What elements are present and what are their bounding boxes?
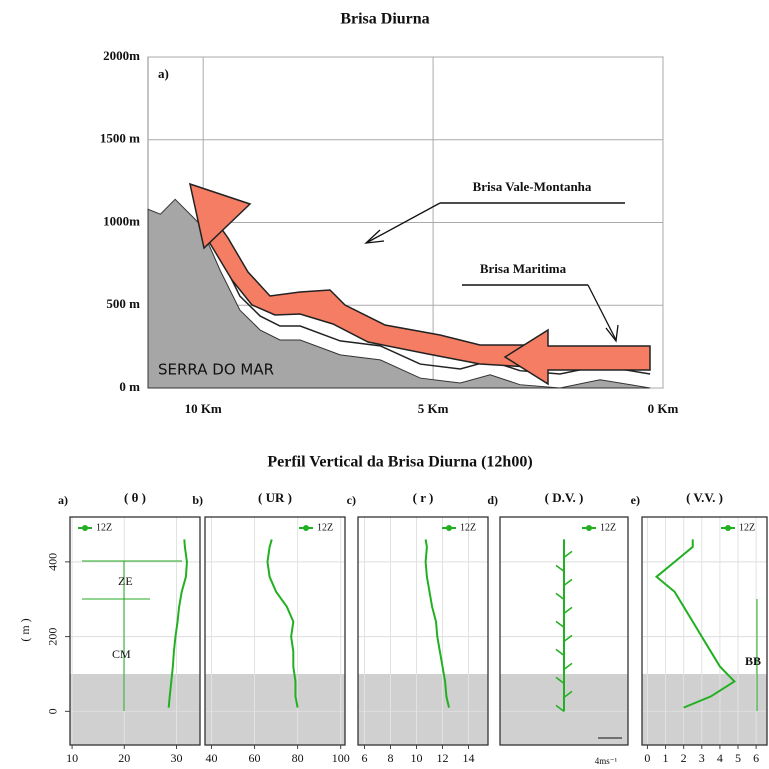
wind-barb	[563, 578, 573, 586]
panel-border	[641, 516, 768, 746]
profile-line	[266, 539, 299, 708]
x-tick-label: 5 Km	[418, 401, 449, 416]
x-tick-label: 14	[463, 751, 475, 765]
x-tick-label: 4	[717, 751, 723, 765]
annotation-arrow	[587, 284, 617, 341]
x-tick-label: 0	[644, 751, 650, 765]
air-boundary	[219, 256, 651, 375]
wind-barb	[555, 592, 565, 600]
panel-border	[499, 516, 629, 746]
x-tick-label: 80	[292, 751, 304, 765]
panel-label: a)	[158, 66, 169, 81]
wind-barb	[555, 676, 565, 684]
x-tick-label: 10 Km	[185, 401, 222, 416]
legend-label: 12Z	[317, 522, 333, 533]
profile-line	[167, 539, 188, 708]
x-tick-label: 40	[205, 751, 217, 765]
x-tick-label: 1	[663, 751, 669, 765]
y-tick-label: 200	[46, 628, 60, 646]
x-tick-label: 30	[171, 751, 183, 765]
x-tick-label: 10	[411, 751, 423, 765]
legend-label: 12Z	[600, 522, 616, 533]
x-tick-label: 5	[735, 751, 741, 765]
annotation: 4ms⁻¹	[595, 756, 618, 766]
panel-subtitle: ( V.V. )	[686, 490, 723, 505]
panel-label: d)	[487, 493, 498, 507]
shade	[205, 673, 345, 745]
wind-barb	[563, 550, 573, 558]
panel-label: b)	[192, 493, 203, 507]
annotation-arrow	[367, 202, 441, 243]
x-tick-label: 6	[753, 751, 759, 765]
panel-label: a)	[58, 493, 68, 507]
wind-barb	[563, 606, 573, 614]
y-tick-label: 1500 m	[100, 131, 140, 146]
overlay-layer: Brisa Diurna a) SERRA DO MAR Brisa Vale-…	[18, 11, 761, 766]
panel-subtitle: ( r )	[413, 490, 434, 505]
x-tick-label: 20	[118, 751, 130, 765]
wind-barb	[563, 690, 573, 698]
x-tick-label: 12	[437, 751, 449, 765]
terrain-label: SERRA DO MAR	[158, 361, 274, 379]
annotation-arrowhead	[605, 324, 619, 343]
wind-barb	[555, 620, 565, 628]
wind-barb	[563, 662, 573, 670]
legend-label: 12Z	[460, 522, 476, 533]
profile-line	[654, 539, 736, 709]
legend-marker	[446, 525, 452, 531]
x-tick-label: 0 Km	[648, 401, 679, 416]
panel-subtitle: ( D.V. )	[545, 490, 584, 505]
profile-line	[424, 539, 450, 708]
panel-border	[204, 516, 346, 746]
legend-marker	[725, 525, 731, 531]
y-tick-label: 400	[46, 553, 60, 571]
y-tick-label: 0 m	[119, 379, 140, 394]
x-tick-label: 10	[66, 751, 78, 765]
y-tick-label: 1000m	[103, 213, 140, 228]
panel-subtitle: ( θ )	[124, 490, 146, 505]
shade	[70, 673, 200, 745]
terrain-area	[147, 198, 651, 389]
annotation: ZE	[118, 574, 133, 588]
panel-subtitle: ( UR )	[258, 490, 292, 505]
wind-barb	[555, 704, 565, 712]
panel-border	[69, 516, 201, 746]
y-tick-label: 2000m	[103, 48, 140, 63]
legend-label: 12Z	[739, 522, 755, 533]
legend-marker	[586, 525, 592, 531]
y-tick-label: 0	[46, 708, 60, 714]
panel-label: e)	[631, 493, 640, 507]
y-tick-label: 500 m	[106, 296, 140, 311]
breeze-arrow-head	[188, 182, 252, 250]
shade	[358, 673, 488, 745]
x-tick-label: 100	[332, 751, 350, 765]
annotation: BB	[745, 654, 761, 668]
y-axis-label: ( m )	[18, 618, 32, 641]
legend-marker	[82, 525, 88, 531]
x-tick-label: 2	[681, 751, 687, 765]
shade	[642, 673, 767, 745]
x-tick-label: 60	[249, 751, 261, 765]
chart-title: Brisa Diurna	[340, 11, 429, 28]
x-tick-label: 6	[362, 751, 368, 765]
annotation: Brisa Vale-Montanha	[473, 179, 592, 194]
legend-label: 12Z	[96, 522, 112, 533]
wind-barb	[555, 648, 565, 656]
wind-barb	[555, 564, 565, 572]
sea-breeze-arrow	[503, 328, 651, 386]
annotation: CM	[112, 647, 131, 661]
annotation: Brisa Maritima	[480, 261, 567, 276]
wind-barb	[563, 634, 573, 642]
panel-label: c)	[347, 493, 356, 507]
x-tick-label: 8	[388, 751, 394, 765]
annotation-arrowhead	[364, 229, 385, 244]
x-tick-label: 3	[699, 751, 705, 765]
section-title: Perfil Vertical da Brisa Diurna (12h00)	[267, 454, 532, 471]
legend-marker	[303, 525, 309, 531]
panel-border	[357, 516, 489, 746]
